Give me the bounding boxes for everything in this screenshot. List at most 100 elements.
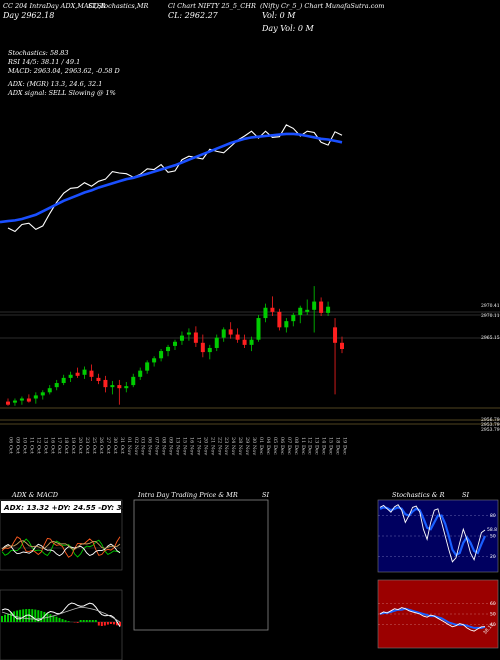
date-label: 02 Nov [133, 437, 139, 455]
intraday-panel-frame [133, 499, 269, 631]
site-name: (Nifty Cr_5_) Chart MunafaSutra.com [260, 2, 385, 10]
date-label: 27 Oct [105, 437, 111, 454]
date-label: 16 Nov [188, 437, 194, 455]
stochastics-lines: 80 50 20 58.8 [378, 504, 498, 563]
macd-bar [31, 609, 34, 622]
candle-body [214, 337, 219, 348]
candle-body [138, 370, 143, 377]
date-axis-labels: 06 Oct 09 Oct 10 Oct 11 Oct 12 Oct 13 Oct 16 O… [8, 437, 348, 455]
date-label: 14 Dec [321, 437, 327, 455]
main-price-chart: 2970.412970.112965.152956.792953.792953.… [0, 124, 500, 455]
price-axis-labels: 2970.412970.112965.152956.792953.792953.… [481, 303, 500, 433]
macd-bar [109, 622, 112, 625]
candle-body [82, 369, 87, 375]
candle-body [159, 351, 164, 359]
date-label: 20 Nov [202, 437, 208, 455]
stoch-level-label: 80 [490, 513, 496, 519]
date-label: 23 Nov [223, 437, 229, 455]
candle-body [242, 339, 247, 345]
candle-body [131, 376, 136, 386]
candle-body [75, 372, 80, 376]
stoch-si-label: SI [462, 491, 470, 499]
date-label: 01 Nov [126, 437, 132, 455]
date-label: 13 Oct [42, 437, 48, 454]
candle-body [110, 385, 115, 388]
candle-body [166, 346, 171, 352]
macd-bar [76, 622, 79, 623]
candle-body [207, 347, 212, 353]
date-label: 22 Nov [216, 437, 222, 455]
macd-bar [119, 622, 121, 626]
adx-macd-title: ADX & MACD [12, 491, 58, 499]
adx-lines [1, 536, 121, 558]
candle-body [333, 327, 338, 343]
macd-signal-line [1, 606, 121, 623]
candle-body [19, 398, 24, 401]
date-label: 24 Nov [230, 437, 236, 455]
candle-body [305, 309, 310, 312]
price-label: 2953.79 [481, 427, 500, 433]
macd-bar [55, 616, 58, 622]
candle-body [256, 318, 261, 340]
candle-body [152, 358, 157, 363]
stoch-d-line [379, 506, 487, 557]
date-label: 05 Dec [272, 437, 278, 455]
price-label: 2970.41 [481, 303, 500, 309]
rsi-level-label: 50 [490, 612, 496, 618]
adx-value: ADX: (MGR) 13.3, 24.6, 32.1 [8, 80, 103, 88]
macd-bar [115, 622, 118, 626]
price-label: 2970.11 [481, 313, 500, 319]
date-label: 28 Nov [237, 437, 243, 455]
macd-bar [40, 610, 43, 622]
macd-bar [22, 609, 25, 622]
candle-body [312, 301, 317, 310]
macd-bar [79, 620, 82, 622]
candle-body [173, 341, 177, 346]
date-label: 11 Oct [28, 437, 34, 454]
price-label: 2956.79 [481, 417, 500, 423]
date-label: 18 Dec [335, 437, 341, 455]
candle-body [298, 307, 303, 315]
date-label: 12 Oct [35, 437, 41, 454]
candle-body [340, 342, 344, 349]
macd-bar [85, 620, 88, 622]
date-label: 25 Oct [91, 437, 97, 454]
rsi-level-label: 40 [490, 622, 496, 628]
candle-body [26, 398, 31, 402]
price-label: 2965.15 [481, 335, 500, 341]
support-resistance-lines [0, 311, 500, 425]
macd-bar [67, 621, 70, 622]
candle-body [6, 401, 10, 405]
candle-body [103, 379, 108, 388]
date-label: 16 Oct [49, 437, 55, 454]
date-label: 15 Dec [328, 437, 334, 455]
candle-body [221, 329, 226, 338]
macd-bar [82, 620, 85, 622]
date-label: 12 Dec [307, 437, 313, 455]
date-label: 30 Nov [251, 437, 257, 455]
macd-bar [10, 612, 13, 622]
macd-bar [112, 622, 115, 625]
stoch-level-label: 50 [490, 534, 496, 540]
date-label: 01 Dec [258, 437, 264, 455]
candle-body [117, 385, 122, 389]
stoch-k-line [379, 504, 486, 563]
date-label: 09 Oct [14, 437, 20, 454]
macd-bar [64, 620, 67, 622]
date-label: 19 Oct [70, 437, 76, 454]
date-label: 04 Dec [265, 437, 271, 455]
candle-body [284, 321, 289, 328]
candle-body [124, 386, 129, 389]
intraday-title: Intra Day Trading Price & MR [138, 491, 238, 499]
candle-body [228, 329, 233, 335]
date-label: 10 Oct [21, 437, 27, 454]
candlesticks [6, 286, 344, 406]
date-label: 08 Nov [161, 437, 167, 455]
rsi-value: RSI 14/5: 38.11 / 49.1 [8, 58, 81, 66]
date-label: 06 Dec [279, 437, 285, 455]
macd-bar [43, 611, 46, 622]
macd-bar [4, 614, 7, 622]
price-label: 2953.79 [481, 422, 500, 428]
macd-bar [88, 620, 91, 622]
candle-body [96, 377, 101, 381]
